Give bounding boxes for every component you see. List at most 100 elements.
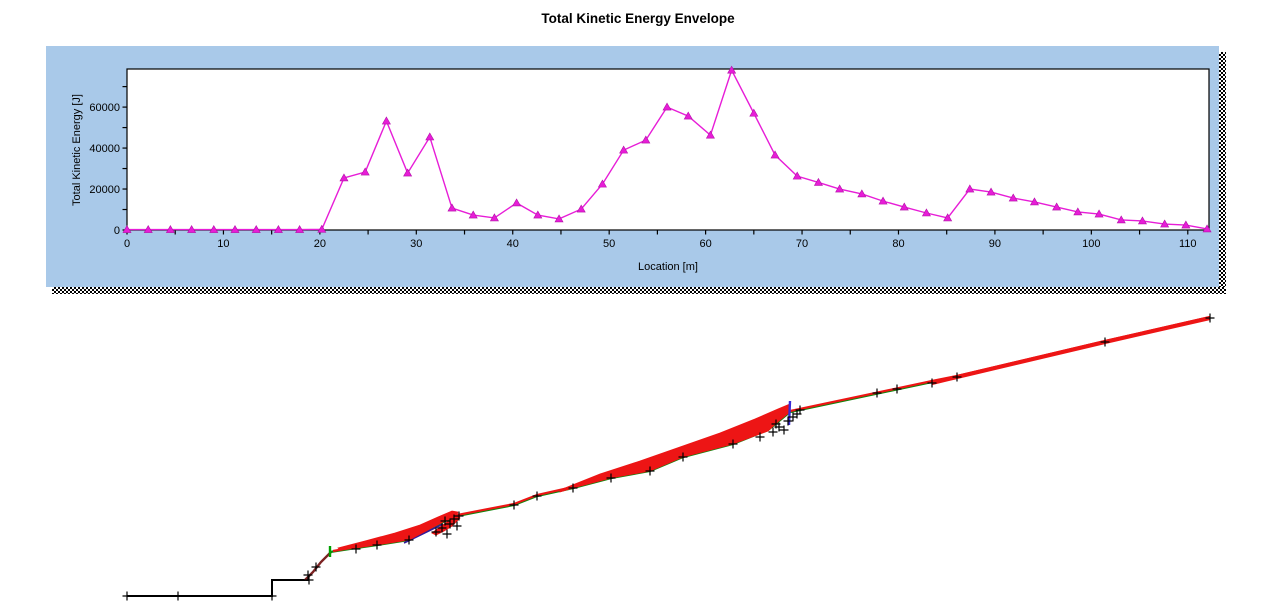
rockfall-trajectory-bundle: [559, 403, 791, 493]
y-tick-label: 20000: [89, 184, 120, 196]
slope-vertex-marker: [173, 591, 183, 601]
data-point-marker: [943, 213, 953, 222]
slope-vertex-marker: [1100, 337, 1110, 347]
slope-vertex-marker: [442, 529, 452, 539]
data-point-marker: [230, 224, 240, 233]
slope-vertex-marker: [952, 372, 962, 382]
data-point-marker: [403, 168, 413, 177]
data-point-marker: [986, 187, 996, 196]
x-tick-label: 100: [1082, 238, 1100, 250]
data-point-marker: [813, 177, 823, 186]
data-point-marker: [1052, 202, 1062, 211]
data-point-marker: [1137, 216, 1147, 225]
rockfall-trajectory-path: [332, 315, 1211, 553]
data-point-marker: [533, 210, 543, 219]
data-point-marker: [425, 132, 435, 141]
slope-vertex-marker: [645, 466, 655, 476]
data-point-marker: [1116, 215, 1126, 224]
slope-vertex-marker: [122, 591, 132, 601]
data-point-marker: [187, 224, 197, 233]
data-point-marker: [273, 224, 283, 233]
slope-vertex-marker: [872, 388, 882, 398]
rockfall-trajectory-bundle-end: [931, 316, 1211, 385]
slope-vertex-marker: [509, 500, 519, 510]
x-tick-label: 0: [124, 238, 130, 250]
data-point-marker: [619, 145, 629, 154]
data-point-marker: [512, 198, 522, 207]
data-point-marker: [143, 224, 153, 233]
x-tick-label: 60: [699, 238, 711, 250]
slope-vertex-marker: [755, 432, 765, 442]
y-tick-label: 0: [114, 225, 120, 237]
data-point-marker: [1094, 209, 1104, 218]
slope-vertex-marker: [454, 511, 464, 521]
plot-area: [126, 68, 1210, 231]
data-point-marker: [899, 202, 909, 211]
slope-vertex-marker: [351, 544, 361, 554]
data-point-marker: [1008, 193, 1018, 202]
slope-vertex-marker: [532, 491, 542, 501]
data-point-marker: [489, 213, 499, 222]
data-point-marker: [705, 130, 715, 139]
y-tick-label: 60000: [89, 102, 120, 114]
slope-vertex-marker: [779, 425, 789, 435]
data-point-marker: [921, 208, 931, 217]
data-point-marker: [878, 196, 888, 205]
x-tick-label: 50: [603, 238, 615, 250]
x-tick-label: 90: [989, 238, 1001, 250]
data-point-marker: [857, 189, 867, 198]
slope-vertex-marker: [303, 570, 313, 580]
data-point-marker: [339, 173, 349, 182]
data-point-marker: [447, 203, 457, 212]
slope-vertex-marker: [892, 384, 902, 394]
x-tick-label: 70: [796, 238, 808, 250]
slope-vertex-marker: [304, 575, 314, 585]
slope-vertex-marker: [795, 405, 805, 415]
slope-vertex-marker: [440, 516, 450, 526]
x-axis-label: Location [m]: [638, 261, 698, 273]
data-point-marker: [209, 224, 219, 233]
slope-vertex-marker: [267, 591, 277, 601]
data-point-marker: [597, 179, 607, 188]
data-point-marker: [749, 108, 759, 117]
data-point-marker: [295, 224, 305, 233]
slope-vertex-marker: [728, 439, 738, 449]
slope-vertex-marker: [783, 416, 793, 426]
slope-vertex-marker: [606, 473, 616, 483]
panel-shadow-bottom: [52, 287, 1226, 294]
data-point-marker: [1160, 219, 1170, 228]
slope-vertex-marker: [927, 378, 937, 388]
chart-title: Total Kinetic Energy Envelope: [541, 11, 735, 26]
rockfall-trajectory-bundle: [337, 510, 459, 551]
data-point-marker: [360, 167, 370, 176]
slope-vertex-marker: [437, 523, 447, 533]
slope-vertex-marker: [445, 519, 455, 529]
slope-vertex-marker: [452, 521, 462, 531]
slope-vertex-marker: [431, 527, 441, 537]
data-point-marker: [683, 111, 693, 120]
data-point-marker: [835, 184, 845, 193]
data-point-marker: [1181, 220, 1191, 229]
data-point-marker: [1029, 197, 1039, 206]
x-tick-label: 110: [1179, 238, 1197, 250]
data-point-marker: [1202, 224, 1212, 233]
slope-surface-line: [329, 316, 1211, 554]
slope-vertex-marker: [678, 452, 688, 462]
data-point-marker: [317, 224, 327, 233]
x-tick-label: 20: [314, 238, 326, 250]
slope-vertex-marker: [372, 540, 382, 550]
data-point-marker: [641, 135, 651, 144]
data-point-marker: [468, 210, 478, 219]
y-tick-label: 40000: [89, 143, 120, 155]
x-tick-label: 30: [410, 238, 422, 250]
slope-vertex-marker: [449, 514, 459, 524]
data-point-marker: [122, 224, 132, 233]
data-point-marker: [965, 184, 975, 193]
data-point-marker: [165, 224, 175, 233]
slope-vertex-marker: [311, 562, 321, 572]
data-point-marker: [1073, 207, 1083, 216]
data-point-marker: [251, 224, 261, 233]
data-point-marker: [727, 65, 737, 74]
